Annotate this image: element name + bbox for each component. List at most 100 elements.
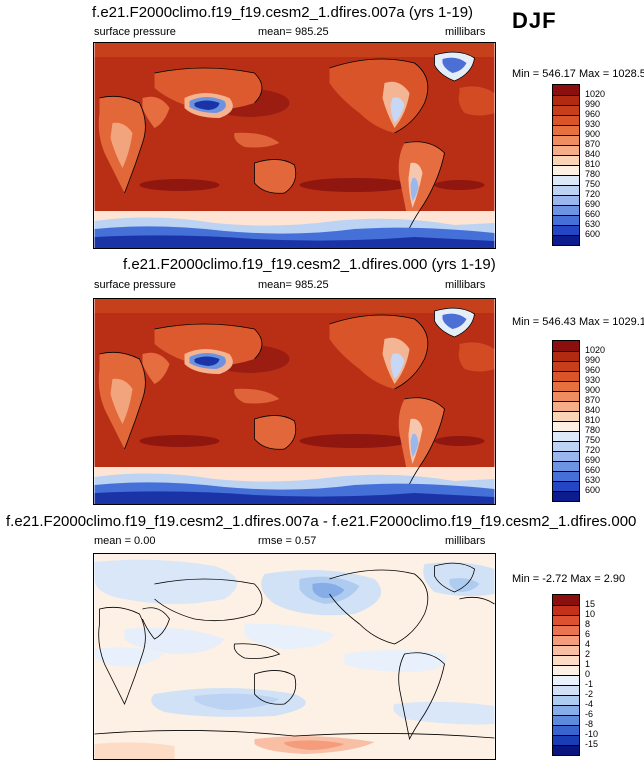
colorbar-swatch	[553, 371, 579, 381]
panel1-mean-label: mean= 985.25	[258, 26, 329, 38]
panel1-colorbar: 1020 990 960 930 900 870 840 810 780 750 720 690 660…	[552, 84, 605, 246]
colorbar-label: 930	[585, 119, 601, 129]
colorbar-swatch	[553, 135, 579, 145]
colorbar-swatch	[553, 715, 579, 725]
colorbar-swatch	[553, 105, 579, 115]
colorbar-swatch	[553, 341, 579, 351]
panel2-units-label: millibars	[445, 279, 486, 291]
colorbar-label: 630	[585, 475, 601, 485]
colorbar-label: 4	[585, 639, 591, 649]
panel3-units-label: millibars	[445, 535, 486, 547]
colorbar-label: -2	[585, 689, 594, 699]
colorbar-swatch	[553, 745, 579, 755]
colorbar-swatch	[553, 401, 579, 411]
panel2-title: f.e21.F2000climo.f19_f19.cesm2_1.dfires.…	[123, 256, 496, 273]
colorbar-swatch	[553, 431, 579, 441]
colorbar-label: 720	[585, 189, 601, 199]
colorbar-swatch	[553, 705, 579, 715]
colorbar-swatch	[553, 165, 579, 175]
colorbar-label: 1020	[585, 89, 606, 99]
colorbar-label: 600	[585, 229, 601, 239]
colorbar-label: -4	[585, 699, 594, 709]
panel2-variable-label: surface pressure	[94, 279, 176, 291]
panel3-mean-label: mean = 0.00	[94, 535, 156, 547]
colorbar-swatch	[553, 625, 579, 635]
colorbar-swatch	[553, 205, 579, 215]
colorbar-swatch	[553, 85, 579, 95]
colorbar-label: 690	[585, 199, 601, 209]
colorbar-swatch	[553, 595, 579, 605]
colorbar-swatch	[553, 471, 579, 481]
colorbar-label: 8	[585, 619, 591, 629]
panel2-minmax: Min = 546.43 Max = 1029.10	[512, 316, 644, 328]
colorbar-label: 690	[585, 455, 601, 465]
colorbar-label: 810	[585, 415, 601, 425]
colorbar-swatch	[553, 125, 579, 135]
colorbar-swatch	[553, 695, 579, 705]
colorbar-swatch	[553, 461, 579, 471]
colorbar-swatch	[553, 215, 579, 225]
colorbar-swatch	[553, 225, 579, 235]
panel2-mean-label: mean= 985.25	[258, 279, 329, 291]
colorbar-label: -6	[585, 709, 594, 719]
panel1-minmax: Min = 546.17 Max = 1028.53	[512, 68, 644, 80]
colorbar-label: 1	[585, 659, 591, 669]
colorbar-swatch	[553, 175, 579, 185]
colorbar-swatch	[553, 451, 579, 461]
colorbar-swatch	[553, 665, 579, 675]
colorbar-label: 960	[585, 109, 601, 119]
colorbar-label: 990	[585, 99, 601, 109]
colorbar-swatch	[553, 381, 579, 391]
colorbar-swatch	[553, 441, 579, 451]
colorbar-swatch	[553, 421, 579, 431]
panel2-map	[93, 298, 496, 505]
colorbar-label: 600	[585, 485, 601, 495]
colorbar-label: 660	[585, 209, 601, 219]
colorbar-label: 630	[585, 219, 601, 229]
colorbar-swatch	[553, 361, 579, 371]
colorbar-swatch	[553, 145, 579, 155]
colorbar-label: 870	[585, 395, 601, 405]
colorbar-swatch	[553, 645, 579, 655]
colorbar-swatch	[553, 491, 579, 501]
colorbar-swatch	[553, 391, 579, 401]
panel3-title: f.e21.F2000climo.f19_f19.cesm2_1.dfires.…	[6, 513, 637, 530]
colorbar-label: 660	[585, 465, 601, 475]
colorbar-swatch	[553, 351, 579, 361]
colorbar-swatch	[553, 155, 579, 165]
colorbar-swatch	[553, 95, 579, 105]
colorbar-label: 930	[585, 375, 601, 385]
panel1-map	[93, 42, 496, 249]
colorbar-swatch	[553, 655, 579, 665]
colorbar-swatch	[553, 185, 579, 195]
panel3-minmax: Min = -2.72 Max = 2.90	[512, 573, 626, 585]
colorbar-swatch	[553, 235, 579, 245]
colorbar-swatch	[553, 635, 579, 645]
colorbar-swatch	[553, 411, 579, 421]
colorbar-swatch	[553, 481, 579, 491]
colorbar-label: 990	[585, 355, 601, 365]
colorbar-swatch	[553, 605, 579, 615]
colorbar-label: 870	[585, 139, 601, 149]
colorbar-label: 840	[585, 405, 601, 415]
colorbar-label: 6	[585, 629, 591, 639]
panel3-map-svg	[94, 554, 495, 759]
panel3-rmse-label: rmse = 0.57	[258, 535, 317, 547]
panel2-map-svg	[94, 299, 495, 504]
colorbar-label: 810	[585, 159, 601, 169]
colorbar-label: 780	[585, 425, 601, 435]
colorbar-label: 0	[585, 669, 591, 679]
panel1-title: f.e21.F2000climo.f19_f19.cesm2_1.dfires.…	[92, 4, 474, 21]
colorbar-swatch	[553, 615, 579, 625]
colorbar-label: -10	[585, 729, 599, 739]
colorbar-swatch	[553, 725, 579, 735]
colorbar-swatch	[553, 685, 579, 695]
panel3-colorbar: 15 10 8 6 4 2 1 0 -1 -2 -4 -6 -8 -10 -15	[552, 594, 598, 756]
colorbar-swatch	[553, 735, 579, 745]
colorbar-label: 1020	[585, 345, 606, 355]
colorbar-label: 900	[585, 385, 601, 395]
panel3-map	[93, 553, 496, 760]
colorbar-label: 720	[585, 445, 601, 455]
colorbar-label: -1	[585, 679, 594, 689]
colorbar-label: 750	[585, 179, 601, 189]
